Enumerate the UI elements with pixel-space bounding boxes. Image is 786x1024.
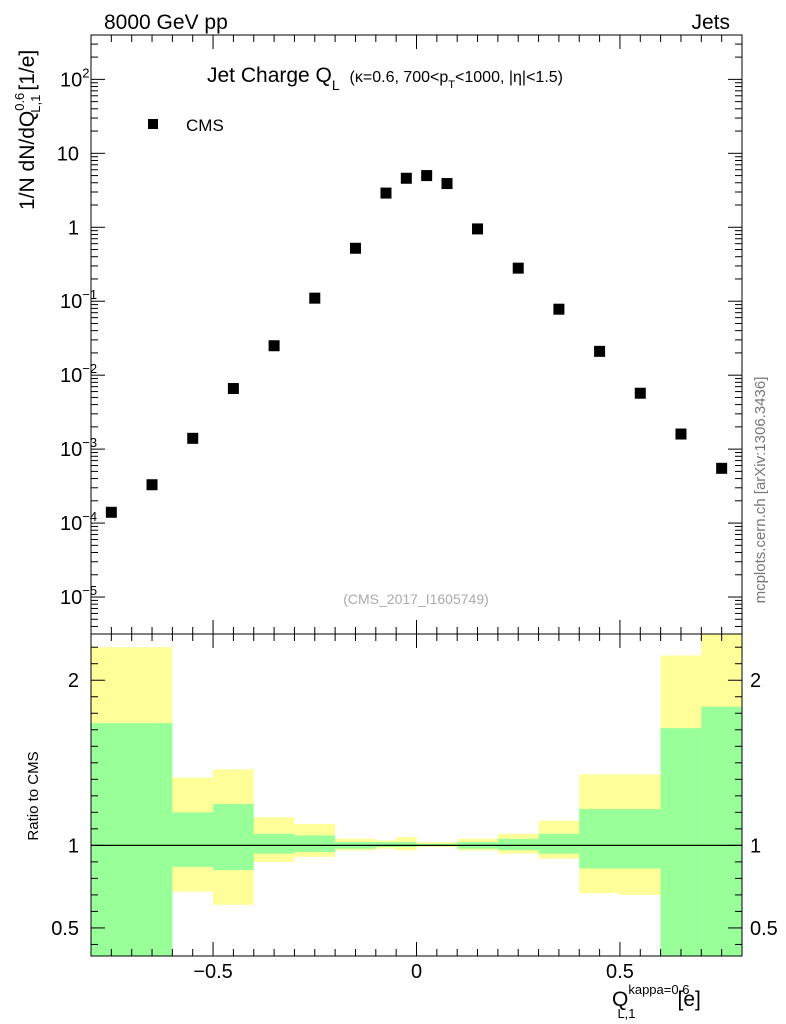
chart-title: Jet Charge QL (κ=0.6, 700<pT<1000, |η|<1… [207, 64, 563, 95]
data-point [146, 479, 158, 491]
data-point [309, 292, 321, 304]
y-axis-label-main: 1/N dN/dQ0.6L,1[1/e] [12, 50, 43, 210]
header-right: Jets [691, 11, 730, 34]
y-tick-label: 1 [68, 217, 79, 239]
title-kin-pre: (κ=0.6, 700<p [350, 69, 449, 86]
data-point [105, 506, 117, 518]
data-point [634, 387, 646, 399]
x-tick-label: 0.5 [606, 961, 634, 983]
svg-text:Jet Charge QL (κ=0.6, 70: Jet Charge QL (κ=0.6, 700<pT<1000, |η|<1… [207, 64, 563, 95]
ratio-band-inner [701, 706, 742, 956]
legend: CMS [148, 116, 224, 135]
data-point [400, 172, 412, 184]
ratio-band-inner [253, 833, 295, 854]
ratio-y-tick-label-right: 1 [750, 835, 761, 857]
data-point [421, 170, 433, 182]
y-tick-label: 102 [60, 65, 89, 91]
data-point [594, 345, 606, 357]
ratio-panel: 0.5 0.5 1 1 2 2 −0.5 0 0.5 [0, 633, 786, 983]
header-left: 8000 GeV pp [104, 11, 228, 34]
title-main: Jet Charge Q [207, 64, 332, 87]
ratio-band-inner [294, 835, 336, 852]
x-tick-label: 0 [411, 961, 422, 983]
title-kin-post: <1000, |η|<1.5) [455, 69, 563, 86]
title-kin-sub: T [448, 79, 455, 91]
y-axis-label-ratio: Ratio to CMS [25, 751, 42, 840]
y-tick-label: 10−4 [60, 509, 97, 535]
y-tick-label: 10 [57, 143, 79, 165]
ratio-band-inner [91, 723, 173, 956]
title-main-sub: L [332, 77, 340, 93]
x-axis-label: Qkappa=0.6 L,1[e] [612, 982, 701, 1021]
data-point [472, 223, 484, 235]
data-point [716, 462, 728, 474]
data-point [675, 428, 687, 440]
main-panel: 102 10 1 10−1 10−2 10−3 10−4 10−5 [57, 34, 743, 635]
data-point [187, 432, 199, 444]
ratio-band-inner [619, 809, 661, 869]
ratio-y-tick-label-right: 2 [750, 670, 761, 692]
data-point [441, 178, 453, 190]
ratio-band-inner [497, 838, 539, 851]
data-point [349, 242, 361, 254]
data-point [227, 383, 239, 395]
y-tick-label: 10−2 [60, 361, 97, 387]
analysis-label: (CMS_2017_I1605749) [343, 591, 489, 607]
legend-marker [148, 119, 158, 129]
data-point [512, 262, 524, 274]
y-tick-label: 10−1 [60, 287, 97, 313]
ratio-band-inner [396, 842, 417, 848]
ratio-y-tick-label: 1 [68, 835, 79, 857]
legend-label: CMS [186, 116, 224, 135]
ratio-band-inner [213, 804, 254, 871]
ratio-y-tick-label-right: 0.5 [750, 918, 778, 940]
y-tick-label: 10−5 [60, 583, 97, 609]
watermark: mcplots.cern.ch [arXiv:1306.3436] [752, 377, 769, 604]
data-point [268, 340, 280, 352]
ratio-band-inner [172, 812, 214, 867]
ratio-band-inner [579, 809, 620, 869]
ratio-y-tick-label: 0.5 [51, 918, 79, 940]
ratio-band-inner [538, 833, 580, 854]
x-tick-label: −0.5 [193, 961, 232, 983]
ratio-y-tick-label: 2 [68, 670, 79, 692]
y-tick-label: 10−3 [60, 435, 97, 461]
ratio-band-inner [660, 728, 702, 956]
ratio-band-inner [375, 842, 397, 848]
data-point [380, 187, 392, 199]
data-point [553, 303, 565, 315]
